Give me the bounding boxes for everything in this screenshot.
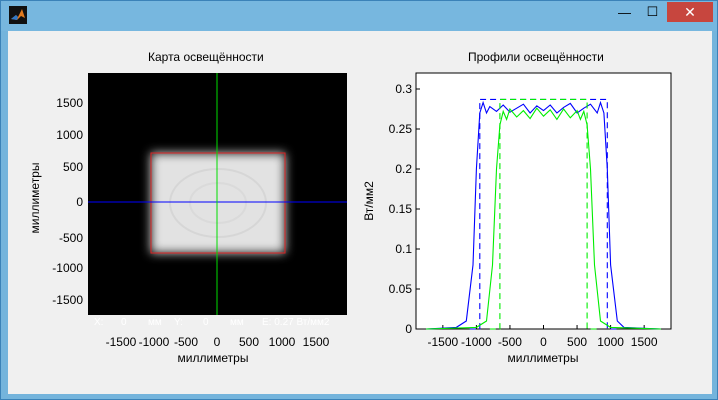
close-button[interactable]: ✕ [667, 2, 713, 22]
figure-client-area: Карта освещённости Профили освещённости … [8, 31, 712, 394]
left-xtick-label: 500 [239, 335, 259, 349]
profiles-xaxis-label: миллиметры [508, 351, 579, 365]
status-y-label: Y: [174, 317, 183, 328]
status-x-label: X: [94, 317, 103, 328]
profiles-ytick-label: 0.15 [389, 202, 413, 216]
profiles-plot-area[interactable] [415, 72, 672, 330]
left-ytick-label: 1000 [56, 128, 83, 142]
profiles-xtick-label: -1500 [427, 335, 458, 349]
status-y-value: 0 [203, 317, 209, 328]
profiles-ytick-label: 0.2 [395, 162, 412, 176]
spot-ring-inner [189, 182, 247, 224]
profiles-xtick-label: 1500 [631, 335, 658, 349]
spot-ring-outer [169, 168, 267, 238]
illumination-map-axes[interactable]: X: 0 мм Y: 0 мм E: 0.27 Вт/мм2 1500 1000… [8, 31, 368, 394]
left-xtick-label: 1000 [269, 335, 296, 349]
target-rectangle [150, 152, 286, 254]
minimize-button[interactable]: — [618, 4, 631, 20]
left-xtick-label: 0 [214, 335, 221, 349]
profiles-xtick-label: -500 [498, 335, 522, 349]
left-ytick-label: 500 [63, 160, 83, 174]
status-x-value: 0 [121, 317, 127, 328]
profiles-xtick-label: -1000 [461, 335, 492, 349]
profiles-ytick-label: 0.3 [395, 82, 412, 96]
left-yaxis-label: миллиметры [28, 163, 42, 234]
illumination-map-title: Карта освещённости [148, 50, 264, 64]
status-e-readout: E: 0.27 Вт/мм2 [262, 317, 330, 328]
profiles-ytick-label: 0.05 [389, 282, 413, 296]
profiles-ytick-label: 0 [405, 322, 412, 336]
left-xaxis-label: миллиметры [178, 351, 249, 365]
left-ytick-label: -1500 [52, 293, 83, 307]
profiles-ytick-label: 0.25 [389, 122, 413, 136]
profiles-title: Профили освещённости [468, 50, 604, 64]
left-ytick-label: 1500 [56, 96, 83, 110]
profiles-xtick-label: 1000 [597, 335, 624, 349]
left-ytick-label: -1000 [52, 261, 83, 275]
left-xtick-label: 1500 [303, 335, 330, 349]
title-bar[interactable]: — ☐ ✕ [1, 1, 717, 31]
profiles-xtick-label: 500 [567, 335, 587, 349]
matlab-icon [9, 6, 27, 24]
left-ytick-label: -500 [59, 231, 83, 245]
left-xtick-label: -500 [174, 335, 198, 349]
left-ytick-label: 0 [76, 195, 83, 209]
maximize-button[interactable]: ☐ [646, 4, 659, 19]
profiles-ytick-label: 0.1 [395, 242, 412, 256]
left-xtick-label: -1500 [106, 335, 137, 349]
status-y-unit: мм [230, 317, 244, 328]
profiles-xtick-label: 0 [540, 335, 547, 349]
left-xtick-label: -1000 [139, 335, 170, 349]
status-x-unit: мм [148, 317, 162, 328]
